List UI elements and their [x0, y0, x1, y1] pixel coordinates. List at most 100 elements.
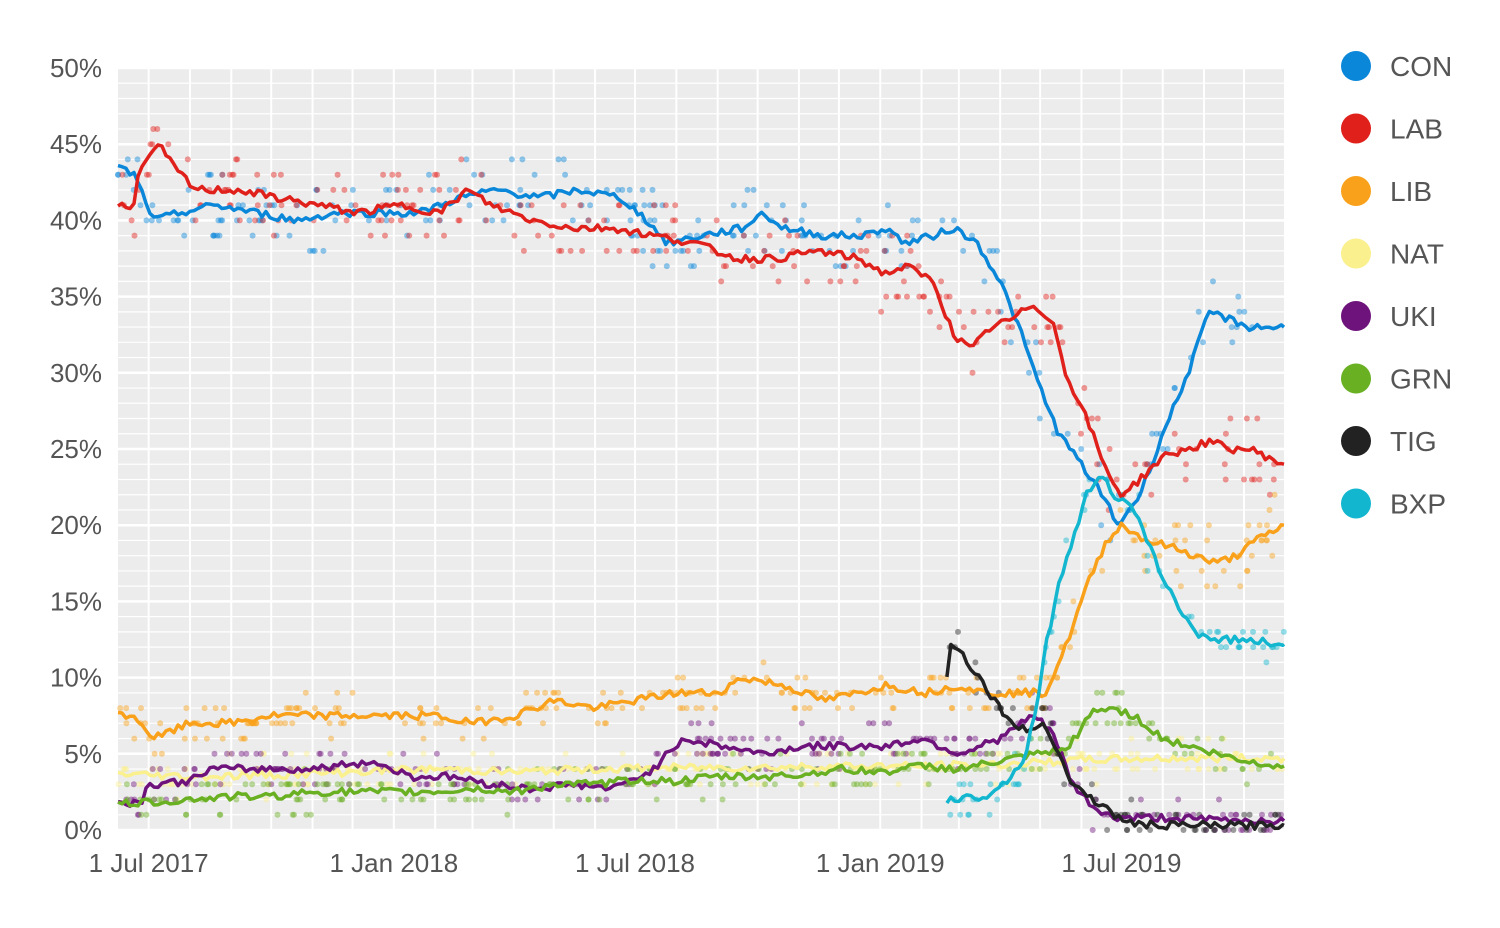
poll-dot-lab [1059, 339, 1066, 346]
poll-dot-lab [270, 171, 277, 178]
poll-dot-lab [956, 308, 962, 315]
poll-dot-uki [886, 720, 893, 727]
poll-dot-con [205, 171, 211, 178]
poll-dot-lib [432, 720, 439, 727]
poll-dot-lib [946, 689, 953, 696]
poll-dot-lab [455, 217, 462, 224]
poll-dot-nat [760, 781, 767, 788]
poll-dot-lab [921, 293, 928, 300]
poll-dot-con [1033, 339, 1039, 346]
poll-dot-lab [154, 126, 161, 132]
poll-dot-con [627, 217, 634, 224]
poll-dot-lab [881, 247, 888, 254]
poll-dot-lib [131, 735, 138, 742]
poll-dot-uki [1228, 811, 1234, 818]
poll-dot-lib [540, 720, 546, 727]
poll-dot-con [271, 202, 278, 209]
poll-dot-lab [567, 247, 574, 254]
poll-dot-grn [297, 796, 304, 803]
poll-dot-nat [1031, 766, 1038, 772]
x-tick-label: 1 Jul 2018 [575, 848, 695, 878]
poll-dot-tig [1061, 781, 1068, 788]
poll-dot-nat [1218, 766, 1225, 772]
poll-dot-con [641, 202, 648, 209]
poll-dot-lib [712, 705, 719, 712]
poll-dot-lib [420, 735, 427, 742]
poll-dot-lab [1248, 476, 1255, 483]
poll-dot-uki [157, 766, 164, 772]
poll-dot-lab [375, 217, 382, 224]
poll-dot-lib [555, 689, 562, 696]
y-axis: 0% 5% 10% 15% 20% 25% 30% 35% 40% 45% 50% [50, 53, 102, 845]
poll-dot-lab [260, 217, 266, 224]
poll-dot-con [1149, 430, 1156, 437]
poll-dot-grn [1037, 735, 1044, 742]
poll-dot-con [663, 263, 670, 270]
poll-dot-lib [269, 720, 276, 727]
poll-dot-lib [296, 705, 303, 712]
poll-dot-bxp [1144, 567, 1151, 574]
poll-dot-con [426, 171, 432, 178]
poll-dot-lib [948, 705, 955, 712]
poll-dot-lab [1222, 476, 1229, 483]
poll-dot-grn [334, 781, 341, 788]
poll-dot-tig [1039, 705, 1046, 712]
poll-dot-nat [827, 750, 834, 757]
poll-dot-lib [1269, 552, 1276, 559]
poll-dot-bxp [994, 796, 1001, 803]
poll-dot-lib [515, 720, 522, 727]
poll-dot-bxp [1260, 644, 1267, 651]
y-tick-label: 35% [50, 282, 102, 312]
poll-dot-uki [890, 750, 897, 757]
poll-dot-lab [791, 263, 798, 270]
poll-dot-nat [1114, 766, 1121, 772]
poll-dot-uki [1263, 827, 1270, 833]
poll-dot-bxp [1214, 628, 1220, 635]
poll-dot-tig [955, 628, 961, 635]
poll-dot-grn [291, 811, 297, 818]
poll-dot-bxp [1013, 781, 1019, 788]
poll-dot-grn [381, 796, 388, 803]
poll-dot-lib [677, 705, 684, 712]
poll-dot-lab [1270, 476, 1277, 483]
poll-dot-bxp [1063, 537, 1070, 544]
poll-dot-uki [812, 750, 819, 757]
poll-dot-lib [123, 720, 130, 727]
poll-dot-lib [674, 674, 681, 681]
poll-dot-uki [708, 720, 715, 727]
poll-dot-uki [134, 811, 141, 818]
poll-dot-grn [1104, 720, 1111, 727]
poll-dot-uki [1225, 827, 1232, 833]
poll-dot-uki [522, 796, 529, 803]
poll-dot-lab [786, 232, 792, 239]
poll-dot-lib [1177, 583, 1184, 590]
poll-dot-lab [672, 202, 679, 209]
poll-dot-uki [224, 750, 230, 757]
poll-dot-lib [1205, 522, 1212, 529]
poll-dot-nat [220, 781, 227, 788]
poll-dot-nat [387, 750, 394, 757]
poll-dot-con [313, 186, 320, 193]
poll-dot-grn [894, 750, 901, 757]
poll-dot-lab [458, 156, 465, 163]
poll-dot-uki [509, 781, 516, 788]
poll-dot-nat [263, 796, 270, 803]
poll-dot-tig [1241, 811, 1248, 818]
poll-dot-grn [1004, 750, 1011, 757]
poll-dot-nat [294, 781, 300, 788]
poll-dot-con [1228, 324, 1235, 331]
x-tick-label: 1 Jul 2017 [89, 848, 209, 878]
poll-dot-nat [1178, 735, 1185, 742]
poll-dot-lab [630, 247, 637, 254]
poll-dot-lib [1212, 583, 1219, 590]
poll-dot-uki [1216, 796, 1222, 803]
poll-dot-uki [816, 750, 822, 757]
poll-dot-grn [1114, 689, 1120, 696]
poll-dot-con [745, 247, 752, 254]
poll-dot-uki [707, 750, 714, 757]
poll-dot-grn [303, 811, 310, 818]
poll-dot-uki [838, 735, 845, 742]
poll-dot-lib [1187, 522, 1194, 529]
poll-dot-con [115, 171, 121, 178]
